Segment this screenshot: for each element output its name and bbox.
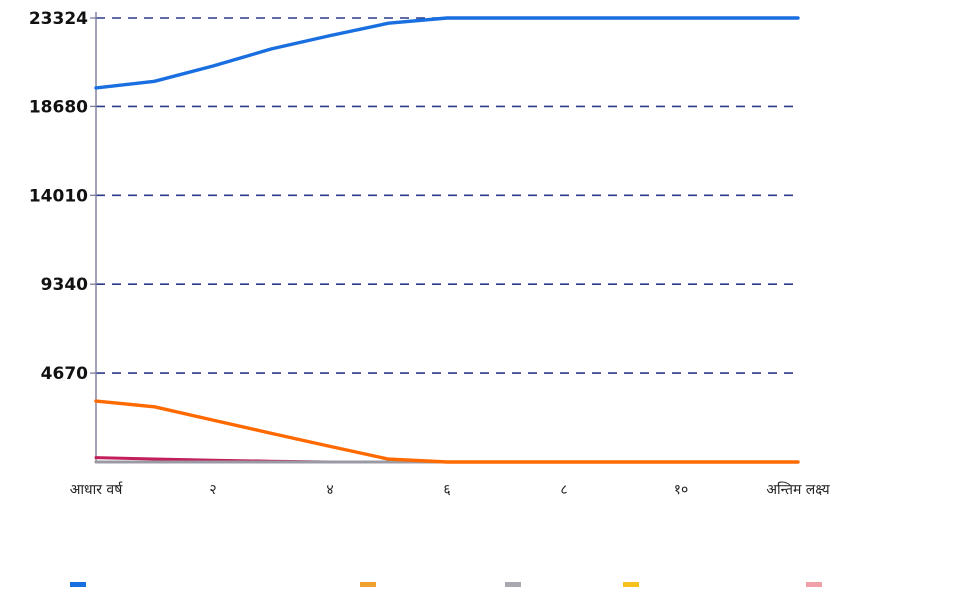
x-tick-label: आधार वर्ष: [70, 481, 124, 498]
legend-swatch-5: [806, 582, 822, 587]
legend-swatch-2: [360, 582, 376, 587]
y-tick-label: 23324: [29, 9, 88, 29]
x-tick-label: ८: [560, 482, 567, 498]
x-tick-label: १०: [674, 482, 689, 498]
y-tick-label: 14010: [29, 186, 88, 206]
x-tick-label: २: [209, 482, 216, 498]
y-tick-label: 4670: [41, 364, 88, 384]
legend-swatch-1: [70, 582, 86, 587]
legend-swatch-4: [623, 582, 639, 587]
x-tick-label: ४: [326, 482, 333, 498]
legend-swatch-3: [505, 582, 521, 587]
x-tick-label: ६: [443, 482, 450, 498]
x-tick-label: अन्तिम लक्ष्य: [766, 481, 830, 498]
y-tick-label: 9340: [41, 275, 88, 295]
series-line-2: [94, 399, 800, 464]
y-tick-label: 18680: [29, 97, 88, 117]
series-line-1: [94, 16, 800, 90]
